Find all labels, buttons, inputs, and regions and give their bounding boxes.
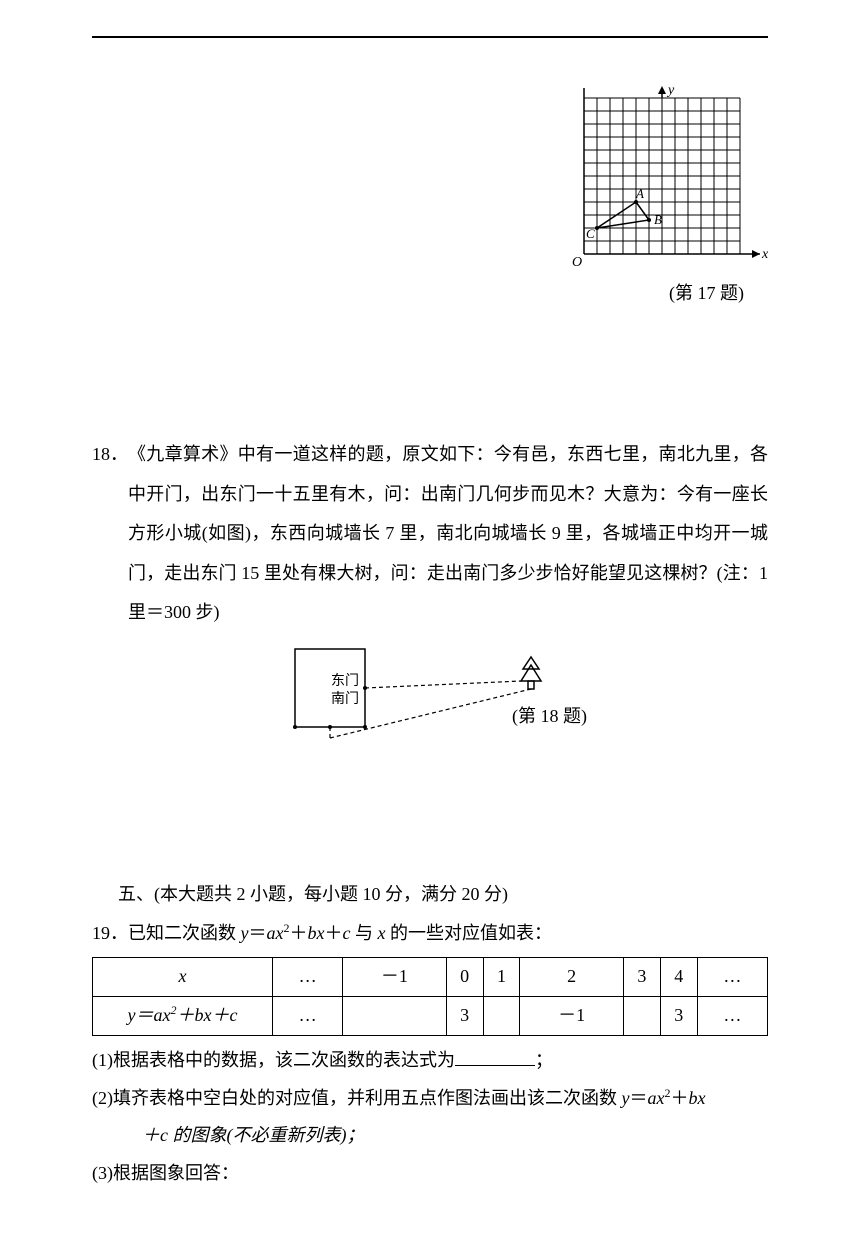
figure-18: 东门 南门 (第 18 题)	[92, 641, 768, 756]
q19-table: x … －1 0 1 2 3 4 … y＝ax2＋bx＋c … 3 －1 3 …	[92, 957, 768, 1036]
point-c-label: C	[586, 226, 595, 241]
section-5-heading: 五、(本大题共 2 小题，每小题 10 分，满分 20 分)	[118, 876, 768, 914]
q18-number: 18．	[92, 435, 128, 475]
south-gate-label: 南门	[331, 691, 359, 707]
table-cell: －1	[343, 958, 446, 997]
sub2-ax: ax	[648, 1088, 665, 1108]
q19-sub1: (1)根据表格中的数据，该二次函数的表达式为 ；	[92, 1042, 768, 1080]
sub2-line2: ＋c 的图象(不必重新列表)；	[142, 1125, 364, 1145]
q19-intro-post: 与	[351, 923, 378, 943]
table-cell: 0	[446, 958, 483, 997]
row2-label: y＝ax2＋bx＋c	[93, 996, 273, 1035]
table-cell	[343, 996, 446, 1035]
row1-label: x	[93, 958, 273, 997]
table-cell: 1	[483, 958, 520, 997]
table-cell: 3	[623, 958, 660, 997]
sub1-pre: (1)根据表格中的数据，该二次函数的表达式为	[92, 1050, 455, 1070]
table-cell: 3	[660, 996, 697, 1035]
eq-x: x	[378, 923, 386, 943]
page-content: A B C O x y (第 17 题) 18． 《九章算术》中有一道这样的题，…	[92, 36, 768, 1233]
eq-ax: ax	[267, 923, 284, 943]
figure-18-caption: (第 18 题)	[512, 697, 587, 737]
figure-17: A B C O x y (第 17 题)	[92, 84, 768, 305]
table-cell: …	[273, 958, 343, 997]
q19-intro-pre: 已知二次函数	[128, 923, 241, 943]
point-b-label: B	[654, 212, 662, 227]
sub2-bx: bx	[689, 1088, 706, 1108]
table-cell: …	[697, 996, 767, 1035]
x-axis-label: x	[761, 247, 768, 262]
table-cell	[483, 996, 520, 1035]
table-cell: …	[273, 996, 343, 1035]
eq-eq: ＝	[249, 923, 267, 943]
eq-y: y	[241, 923, 249, 943]
sub2-pre: (2)填齐表格中空白处的对应值，并利用五点作图法画出该二次函数	[92, 1088, 622, 1108]
question-18: 18． 《九章算术》中有一道这样的题，原文如下：今有邑，东西七里，南北九里，各中…	[92, 435, 768, 756]
sub2-y: y	[622, 1088, 630, 1108]
table-cell: －1	[520, 996, 623, 1035]
q18-text: 《九章算术》中有一道这样的题，原文如下：今有邑，东西七里，南北九里，各中开门，出…	[128, 435, 768, 633]
table-cell: 3	[446, 996, 483, 1035]
table-row: y＝ax2＋bx＋c … 3 －1 3 …	[93, 996, 768, 1035]
figure-17-caption: (第 17 题)	[92, 279, 768, 305]
q19-intro-tail: 的一些对应值如表：	[386, 923, 553, 943]
eq-c: c	[343, 923, 351, 943]
question-19: 19． 已知二次函数 y＝ax2＋bx＋c 与 x 的一些对应值如表： x … …	[92, 915, 768, 1193]
q19-sub2-line2: ＋c 的图象(不必重新列表)；	[142, 1117, 768, 1155]
table-cell: …	[697, 958, 767, 997]
q19-sub3: (3)根据图象回答：	[92, 1155, 768, 1193]
sub2-plus: ＋	[671, 1088, 689, 1108]
y-axis-label: y	[666, 84, 675, 98]
table-cell: 4	[660, 958, 697, 997]
point-a-label: A	[635, 186, 644, 201]
origin-label: O	[572, 255, 582, 270]
table-row: x … －1 0 1 2 3 4 …	[93, 958, 768, 997]
sub2-eq: ＝	[630, 1088, 648, 1108]
blank-field[interactable]	[455, 1050, 535, 1066]
eq-plus1: ＋	[290, 923, 308, 943]
sub1-post: ；	[535, 1050, 553, 1070]
table-cell: 2	[520, 958, 623, 997]
grid-chart: A B C O x y	[568, 84, 768, 270]
east-gate-label: 东门	[331, 673, 359, 689]
table-cell	[623, 996, 660, 1035]
eq-plus2: ＋	[325, 923, 343, 943]
q19-number: 19．	[92, 915, 128, 953]
eq-bx: bx	[308, 923, 325, 943]
q19-intro: 已知二次函数 y＝ax2＋bx＋c 与 x 的一些对应值如表：	[128, 915, 768, 953]
q19-sub2: (2)填齐表格中空白处的对应值，并利用五点作图法画出该二次函数 y＝ax2＋bx	[92, 1080, 768, 1118]
